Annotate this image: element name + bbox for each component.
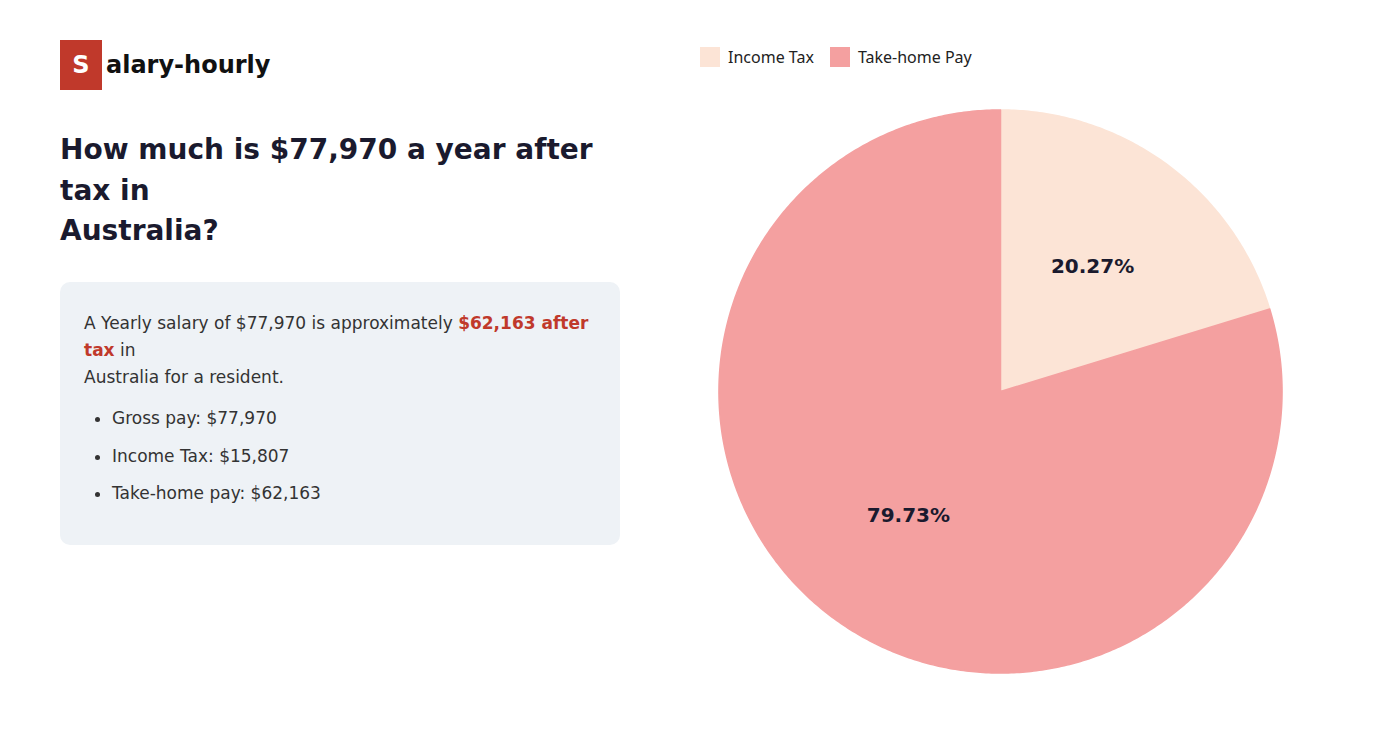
html-text:Take-home pay: $62,163: Take-home pay: $62,163 bbox=[112, 482, 321, 503]
svg-text:20.27%: 20.27% bbox=[1051, 254, 1134, 278]
html-text:Australia for a resident.: Australia for a resident. bbox=[84, 367, 284, 388]
html-text:A Yearly salary of $77,970 is: A Yearly salary of $77,970 is approximat… bbox=[84, 312, 595, 360]
html-text:How much is $77,970 a year aft: How much is $77,970 a year after tax in … bbox=[60, 133, 593, 248]
html-text:S: S bbox=[72, 51, 90, 79]
html-text:Gross pay: $77,970: Gross pay: $77,970 bbox=[112, 408, 277, 429]
html-text:Take-home Pay: Take-home Pay bbox=[857, 45, 972, 68]
svg-text:79.73%: 79.73% bbox=[867, 503, 950, 527]
html-text:alary-hourly: alary-hourly bbox=[106, 51, 271, 79]
html-text:Income Tax: $15,807: Income Tax: $15,807 bbox=[112, 445, 290, 466]
html-text:Income Tax: Income Tax bbox=[728, 45, 814, 68]
